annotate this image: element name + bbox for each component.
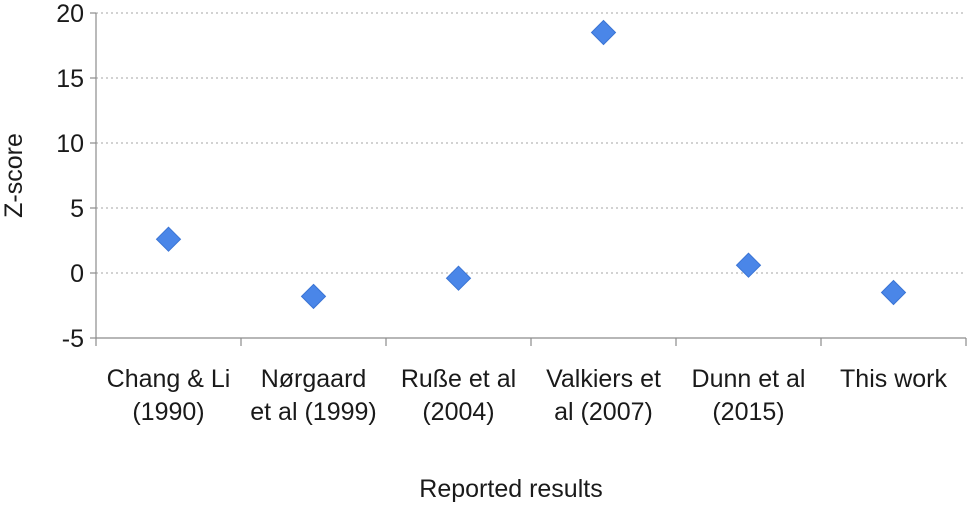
data-point-diamond <box>590 19 617 46</box>
y-axis-title: Z-score <box>0 133 28 218</box>
x-axis-title: Reported results <box>419 475 602 503</box>
x-category-labels: Chang & Li (1990) Nørgaard et al (1999) Ruße… <box>107 365 948 426</box>
y-tick-label: 10 <box>56 130 84 158</box>
data-points <box>155 19 907 310</box>
data-point-diamond <box>735 252 762 278</box>
data-point-diamond <box>300 283 327 310</box>
data-point-diamond <box>880 279 907 306</box>
x-category-label: Valkiers et al (2007) <box>546 365 661 426</box>
data-point-diamond <box>445 265 472 291</box>
y-tick-label: 15 <box>56 65 84 93</box>
gridlines <box>96 12 966 274</box>
y-tick-label: -5 <box>62 325 84 353</box>
y-tick-label: 0 <box>70 260 84 288</box>
x-category-label: Chang & Li (1990) <box>107 365 231 426</box>
y-tick-label: 20 <box>56 0 84 28</box>
data-point-diamond <box>155 226 182 252</box>
y-tick-labels: -5 0 5 10 15 20 <box>56 0 84 353</box>
axes <box>90 12 967 346</box>
x-category-label: Nørgaard et al (1999) <box>250 365 376 426</box>
x-category-label: Ruße et al (2004) <box>401 365 516 426</box>
y-tick-label: 5 <box>70 195 84 223</box>
x-category-label: This work <box>840 365 947 393</box>
x-category-label: Dunn et al (2015) <box>692 365 806 426</box>
